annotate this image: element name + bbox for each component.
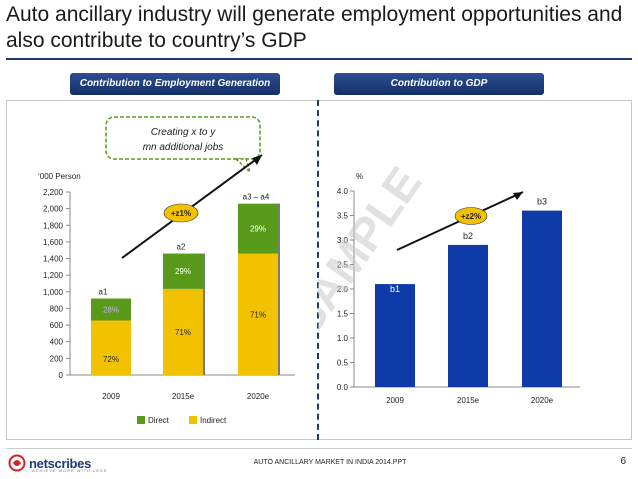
logo-mark-icon — [8, 454, 26, 472]
gdp-ytick-label: 3.5 — [337, 212, 349, 221]
legend-swatch-direct — [137, 416, 145, 424]
emp-growth-arrowhead — [252, 155, 262, 165]
title-underline — [6, 58, 632, 60]
gdp-ytick-label: 0.0 — [337, 383, 349, 392]
bar-direct-2009 — [91, 298, 131, 321]
logo-tagline: ACHIEVE MORE WITH LESS — [32, 468, 108, 473]
gdp-ytick-label: 0.5 — [337, 359, 349, 368]
gdp-value-label-2020e: b3 — [537, 197, 547, 207]
gdp-ylabel: % — [356, 172, 363, 181]
legend-swatch-indirect — [189, 416, 197, 424]
gdp-ytick-label: 2.5 — [337, 261, 349, 270]
gdp-xtick-2020e: 2020e — [531, 396, 554, 405]
gdp-ytick-label: 1.0 — [337, 334, 349, 343]
total-label-2015e: a2 — [177, 243, 186, 252]
emp-legend: Direct Indirect — [137, 416, 227, 425]
emp-xtick-2009: 2009 — [102, 392, 120, 401]
emp-ytick-label: 200 — [50, 354, 64, 363]
emp-ytick-label: 1,600 — [43, 238, 64, 247]
bar-indirect-2015e — [163, 288, 203, 375]
bar-shadow — [278, 203, 280, 375]
gdp-ytick-label: 4.0 — [337, 187, 349, 196]
page-number: 6 — [620, 456, 626, 467]
gdp-ytick-label: 1.5 — [337, 310, 349, 319]
gdp-bar-2020e — [522, 210, 562, 387]
gdp-xtick-2009: 2009 — [386, 396, 404, 405]
emp-ytick-label: 1,200 — [43, 271, 64, 280]
bar-shadow — [203, 253, 205, 375]
emp-growth-label: +z1% — [171, 209, 191, 218]
gdp-growth-arrowhead — [513, 192, 523, 200]
emp-ytick-label: 1,400 — [43, 255, 64, 264]
gdp-ytick-label: 2.0 — [337, 285, 349, 294]
gdp-value-label-2009: b1 — [390, 284, 400, 294]
employment-header: Contribution to Employment Generation — [70, 73, 280, 95]
emp-ytick-label: 400 — [50, 338, 64, 347]
footer-rule — [6, 448, 632, 449]
emp-ytick-label: 800 — [50, 304, 64, 313]
bar-direct-2020e — [238, 203, 278, 254]
label-direct-2020e: 29% — [250, 225, 266, 234]
label-direct-2009: 28% — [103, 305, 119, 314]
emp-ytick-label: 2,200 — [43, 188, 64, 197]
emp-ytick-label: 0 — [59, 371, 64, 380]
netscribes-logo: netscribes ACHIEVE MORE WITH LESS — [8, 454, 106, 473]
label-indirect-2009: 72% — [103, 355, 119, 364]
logo-wordmark: netscribes — [29, 455, 92, 471]
emp-ytick-label: 1,800 — [43, 221, 64, 230]
gdp-chart: % 0.0 0.5 1.0 1.5 2.0 2.5 3.0 3.5 4.0 b1 2009 b2 201… — [318, 157, 580, 405]
total-label-2009: a1 — [99, 287, 108, 296]
emp-ytick-label: 1,000 — [43, 288, 64, 297]
legend-label-direct: Direct — [148, 416, 170, 425]
emp-ylabel: ‘000 Person — [38, 172, 81, 181]
total-label-2020e: a3 – a4 — [243, 193, 270, 202]
gdp-bar-2015e — [448, 244, 488, 387]
bar-indirect-2020e — [238, 253, 278, 375]
panel-divider — [317, 100, 319, 440]
gdp-growth-label: +z2% — [461, 212, 481, 221]
bar-direct-2015e — [163, 253, 203, 289]
gdp-growth-badge — [454, 207, 488, 225]
legend-label-indirect: Indirect — [200, 416, 227, 425]
label-indirect-2015e: 71% — [175, 328, 191, 337]
emp-ytick-label: 2,000 — [43, 205, 64, 214]
emp-growth-badge — [163, 203, 199, 223]
gdp-value-label-2015e: b2 — [463, 231, 473, 241]
gdp-ytick-label: 3.0 — [337, 236, 349, 245]
callout-line-1: Creating x to y — [151, 127, 216, 138]
employment-chart: ‘000 Person 0 200 400 600 800 1,000 1,200 1,400 1… — [38, 116, 295, 425]
gdp-bar-2009 — [375, 284, 415, 387]
emp-ytick-label: 600 — [50, 321, 64, 330]
callout-line-2: mn additional jobs — [143, 142, 224, 153]
content-frame — [6, 100, 632, 440]
jobs-callout: Creating x to y mn additional jobs — [105, 116, 261, 175]
emp-xtick-2020e: 2020e — [247, 392, 270, 401]
gdp-header: Contribution to GDP — [334, 73, 544, 95]
label-indirect-2020e: 71% — [250, 310, 266, 319]
footer-text: AUTO ANCILLARY MARKET IN INDIA 2014.PPT — [253, 459, 407, 466]
gdp-xtick-2015e: 2015e — [457, 396, 480, 405]
label-direct-2015e: 29% — [175, 267, 191, 276]
emp-xtick-2015e: 2015e — [172, 392, 195, 401]
bar-indirect-2009 — [91, 320, 131, 375]
slide-title: Auto ancillary industry will generate em… — [6, 3, 623, 52]
